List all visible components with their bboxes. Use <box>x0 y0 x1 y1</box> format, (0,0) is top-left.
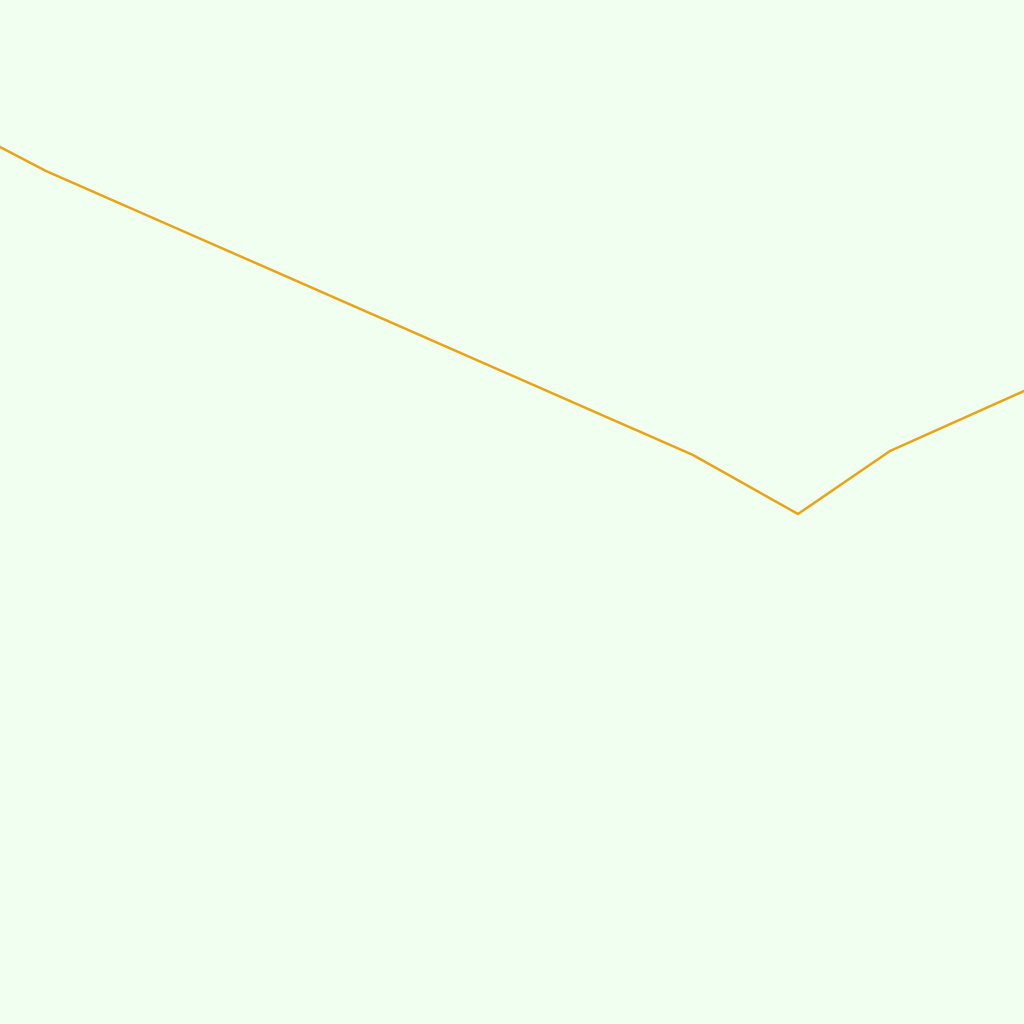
route-line <box>0 145 1024 516</box>
